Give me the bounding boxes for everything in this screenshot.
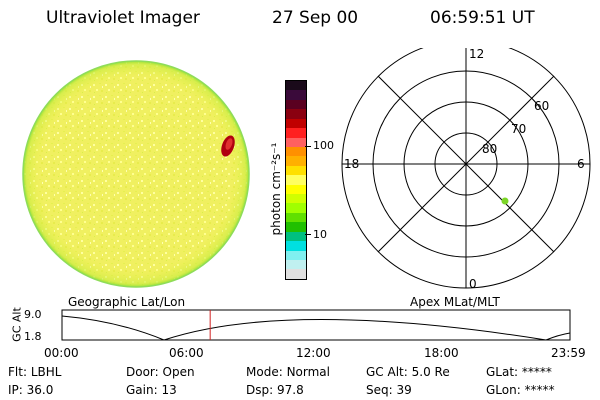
colorbar-band [286, 269, 306, 279]
colorbar-band [286, 203, 306, 213]
timeline-x-tick-4: 23:59 [551, 346, 586, 360]
glat-value: ***** [521, 365, 552, 379]
time-label: 06:59:51 UT [430, 8, 535, 28]
seq-field: Seq: 39 [366, 383, 412, 397]
colorbar-band [286, 212, 306, 223]
timeline-right-title: Apex MLat/MLT [410, 295, 500, 309]
ip-field: IP: 36.0 [8, 383, 53, 397]
colorbar-band [286, 156, 306, 166]
colorbar-band [286, 118, 306, 129]
colorbar-tick-label-100: 100 [313, 139, 334, 152]
glon-value: ***** [524, 383, 555, 397]
mlt-label-12: 12 [469, 48, 484, 61]
timeline-x-tick-2: 12:00 [296, 346, 331, 360]
glon-field: GLon: ***** [486, 383, 555, 397]
dsp-field: Dsp: 97.8 [246, 383, 304, 397]
gain-label: Gain: [126, 383, 158, 397]
polar-grid: 12 18 6 0 60 70 80 [341, 48, 591, 291]
gcalt-field: GC Alt: 5.0 Re [366, 365, 450, 379]
colorbar-band [286, 222, 306, 232]
timeline-y-bottom: 1.8 [24, 330, 42, 343]
earth-uv-image [22, 60, 250, 288]
colorbar-band [286, 99, 306, 110]
colorbar-band [286, 128, 306, 138]
mlt-label-0: 0 [469, 277, 477, 291]
lat-label-80: 80 [482, 142, 497, 156]
colorbar-band [286, 165, 306, 176]
gain-field: Gain: 13 [126, 383, 177, 397]
ip-label: IP: [8, 383, 23, 397]
timeline-axis-label: GC Alt [10, 307, 24, 342]
gcalt-label: GC Alt: [366, 365, 408, 379]
door-field: Door: Open [126, 365, 195, 379]
glon-label: GLon: [486, 383, 521, 397]
spacecraft-marker [501, 197, 509, 205]
timeline-left-title: Geographic Lat/Lon [68, 295, 186, 309]
flt-field: Flt: LBHL [8, 365, 61, 379]
colorbar-tick-label-10: 10 [313, 228, 327, 241]
glat-field: GLat: ***** [486, 365, 552, 379]
colorbar-band [286, 146, 306, 157]
colorbar-band [286, 175, 306, 185]
colorbar-band [286, 184, 306, 195]
colorbar-band [286, 241, 306, 251]
earth-limb [22, 60, 250, 288]
aurora-spot-core [225, 138, 233, 150]
flt-label: Flt: [8, 365, 27, 379]
timeline-x-tick-3: 18:00 [424, 346, 459, 360]
colorbar-band [286, 231, 306, 242]
lat-label-70: 70 [511, 122, 526, 136]
altitude-curve [61, 315, 571, 341]
instrument-title: Ultraviolet Imager [46, 8, 200, 28]
colorbar-band [286, 250, 306, 261]
mode-field: Mode: Normal [246, 365, 330, 379]
colorbar-unit-label: photon cm⁻²s⁻¹ [269, 142, 283, 236]
meridian-diag-2 [377, 75, 555, 253]
altitude-timeline [61, 309, 571, 341]
dsp-value: 97.8 [276, 383, 304, 397]
colorbar-band [286, 109, 306, 119]
gcalt-value: 5.0 Re [411, 365, 450, 379]
timeline-frame [61, 309, 571, 341]
gain-value: 13 [161, 383, 177, 397]
mlt-label-6: 6 [577, 157, 585, 171]
timeline-x-tick-1: 06:00 [169, 346, 204, 360]
seq-label: Seq: [366, 383, 393, 397]
ip-value: 36.0 [26, 383, 54, 397]
seq-value: 39 [396, 383, 412, 397]
mode-value: Normal [286, 365, 330, 379]
lat-label-60: 60 [534, 99, 549, 113]
colorbar [285, 80, 307, 280]
timeline-x-tick-0: 00:00 [44, 346, 79, 360]
date-label: 27 Sep 00 [272, 8, 359, 28]
mode-label: Mode: [246, 365, 283, 379]
mlt-label-18: 18 [344, 157, 359, 171]
colorbar-band [286, 81, 306, 91]
timeline-y-top: 9.0 [24, 308, 42, 321]
colorbar-band [286, 137, 306, 147]
flt-value: LBHL [30, 365, 62, 379]
colorbar-band [286, 260, 306, 270]
colorbar-tick-100 [305, 146, 311, 147]
door-label: Door: [126, 365, 159, 379]
glat-label: GLat: [486, 365, 519, 379]
colorbar-tick-10 [305, 234, 311, 235]
door-value: Open [162, 365, 195, 379]
dsp-label: Dsp: [246, 383, 274, 397]
colorbar-band [286, 90, 306, 100]
colorbar-band [286, 194, 306, 204]
